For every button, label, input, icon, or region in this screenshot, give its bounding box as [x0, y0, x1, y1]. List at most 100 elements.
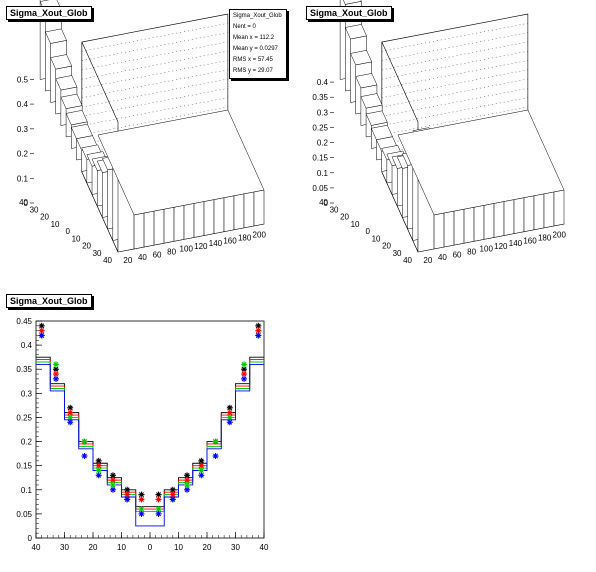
y-tick-label: 10 [372, 234, 381, 243]
stats-line: Mean y = 0.0297 [233, 46, 278, 52]
lego-bar [553, 189, 565, 227]
y-tick-label: 0.15 [16, 462, 32, 471]
wall-gridline [381, 32, 528, 61]
y-tick-label: 20 [382, 242, 391, 251]
wall-gridline [81, 32, 228, 61]
x-tick-label: 100 [480, 245, 494, 254]
marker-stroke [67, 419, 73, 425]
marker-stroke [184, 482, 190, 488]
marker-stroke [39, 332, 45, 338]
lego-bar [203, 199, 215, 236]
marker-stroke [81, 439, 87, 445]
data-point [226, 419, 233, 426]
data-point [155, 491, 162, 498]
marker-stroke [156, 511, 162, 517]
x-tick-label: 160 [523, 236, 537, 245]
marker-stroke [156, 506, 162, 512]
x-tick-label: 20 [123, 256, 132, 265]
marker-stroke [227, 419, 233, 425]
data-point [241, 375, 248, 382]
data-point [255, 332, 262, 339]
x-tick-label: 20 [423, 256, 432, 265]
marker-stroke [67, 405, 73, 411]
stats-box: Sigma_Xout_Glob Nent = 0 Mean x = 112.2 … [229, 9, 287, 79]
lego-bar [543, 191, 555, 229]
x-tick-label: 120 [194, 242, 208, 251]
data-point [38, 322, 45, 329]
lego-bar-top [365, 110, 388, 126]
marker-stroke [170, 496, 176, 502]
histogram-line [36, 361, 264, 512]
marker-stroke [53, 366, 59, 372]
lego-bar [173, 205, 185, 242]
marker-stroke [110, 487, 116, 493]
x-tick-label: 0 [148, 543, 153, 552]
y-tick-label: 0.1 [21, 486, 33, 495]
x-tick-label: 200 [253, 231, 267, 240]
lego-bar [143, 210, 155, 248]
lego-bar [503, 199, 515, 236]
y-tick-label: 20 [340, 213, 349, 222]
lego-bar [533, 193, 545, 231]
y-tick-label: 10 [72, 234, 81, 243]
marker-stroke [227, 410, 233, 416]
lego-bar [483, 203, 495, 240]
wall-gridline [81, 41, 228, 71]
marker-stroke [227, 414, 233, 420]
marker-stroke [198, 463, 204, 469]
x-tick-label: 30 [60, 543, 69, 552]
data-point [184, 481, 191, 488]
marker-stroke [53, 361, 59, 367]
y-tick-label: 40 [319, 198, 328, 207]
lego-bar [233, 193, 245, 231]
histogram-line [36, 356, 264, 508]
wall-gridline [81, 97, 228, 126]
data-point [109, 486, 116, 493]
x-tick-label: 20 [203, 543, 212, 552]
lego-bar [153, 208, 165, 246]
data-point [138, 491, 145, 498]
data-point [109, 481, 116, 488]
lego-bar-top [65, 110, 88, 126]
marker-stroke [124, 492, 130, 498]
stats-line: Nent = 0 [233, 24, 256, 30]
marker-stroke [241, 371, 247, 377]
wall-gridline [381, 78, 528, 108]
stats-line: RMS y = 29.07 [233, 68, 273, 74]
lego-bar-top [60, 93, 83, 109]
data-point [67, 419, 74, 426]
data-point [184, 486, 191, 493]
lego-bar [453, 208, 465, 246]
lego-bar [433, 212, 445, 250]
y-tick-label: 0 [66, 227, 71, 236]
lego-bar [243, 191, 255, 229]
marker-stroke [138, 496, 144, 502]
y-tick-label: 20 [82, 242, 91, 251]
marker-stroke [184, 472, 190, 478]
wall-gridline [381, 60, 528, 89]
scatter-plot-bottom: 0 0.05 0.1 0.15 0.2 0.25 0.3 0.35 0.4 0.45 40 30 20 1… [16, 317, 269, 552]
marker-stroke [110, 477, 116, 483]
stats-line: Sigma_Xout_Glob [233, 13, 282, 19]
marker-stroke [198, 458, 204, 464]
wall-gridline [381, 23, 528, 52]
stats-line: RMS x = 57.45 [233, 57, 273, 63]
y-tick-label: 40 [403, 256, 412, 265]
marker-stroke [241, 376, 247, 382]
marker-stroke [39, 328, 45, 334]
y-tick-label: 0.35 [16, 365, 32, 374]
wall-gridline [381, 106, 528, 136]
marker-stroke [213, 453, 219, 459]
x-tick-label: 40 [138, 253, 147, 262]
data-point [95, 472, 102, 479]
x-tick-label: 180 [238, 233, 252, 242]
y-tick-label: 0.45 [16, 317, 32, 326]
wall-gridline [81, 60, 228, 89]
data-point [155, 510, 162, 517]
y-tick-label: 40 [19, 198, 28, 207]
lego-bar-top [343, 0, 362, 5]
data-point [198, 467, 205, 474]
marker-stroke [124, 487, 130, 493]
marker-stroke [53, 376, 59, 382]
x-tick-label: 30 [231, 543, 240, 552]
